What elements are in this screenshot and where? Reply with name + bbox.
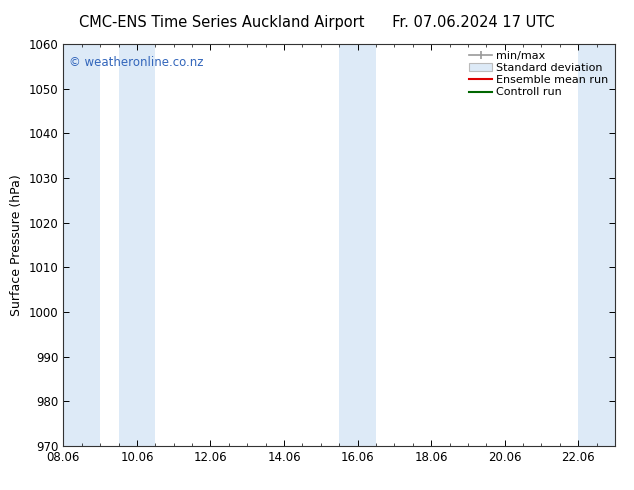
Bar — [339, 44, 376, 446]
Legend: min/max, Standard deviation, Ensemble mean run, Controll run: min/max, Standard deviation, Ensemble me… — [466, 48, 612, 101]
Bar — [63, 44, 100, 446]
Text: CMC-ENS Time Series Auckland Airport      Fr. 07.06.2024 17 UTC: CMC-ENS Time Series Auckland Airport Fr.… — [79, 15, 555, 30]
Bar — [578, 44, 615, 446]
Text: © weatheronline.co.nz: © weatheronline.co.nz — [69, 56, 204, 69]
Bar — [119, 44, 155, 446]
Y-axis label: Surface Pressure (hPa): Surface Pressure (hPa) — [10, 174, 23, 316]
